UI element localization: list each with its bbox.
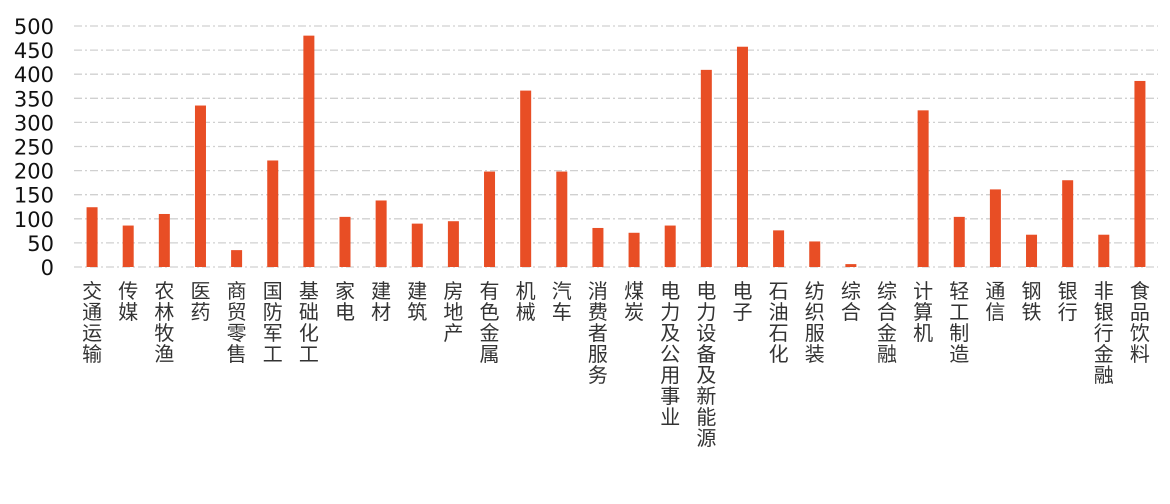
bars bbox=[86, 35, 1146, 268]
y-tick-label: 500 bbox=[14, 15, 54, 39]
x-tick-label: 石油石化 bbox=[769, 279, 789, 366]
bar bbox=[628, 232, 640, 267]
x-tick-label: 银行 bbox=[1058, 279, 1078, 324]
y-tick-label: 450 bbox=[14, 39, 54, 63]
x-tick-label: 农林牧渔 bbox=[154, 279, 174, 366]
x-tick-label: 电力及公用事业 bbox=[660, 279, 680, 429]
bar bbox=[845, 264, 857, 267]
x-tick-label: 传媒 bbox=[118, 279, 138, 324]
bar bbox=[700, 69, 712, 267]
bar bbox=[1134, 80, 1146, 267]
bar bbox=[122, 225, 134, 267]
x-tick-label: 有色金属 bbox=[480, 279, 500, 366]
x-tick-label: 综合 bbox=[841, 279, 861, 324]
x-tick-label: 钢铁 bbox=[1022, 279, 1042, 324]
bar bbox=[773, 230, 785, 267]
bar bbox=[411, 223, 423, 267]
y-tick-label: 150 bbox=[14, 184, 54, 208]
x-tick-label: 房地产 bbox=[443, 279, 463, 345]
gridlines bbox=[74, 25, 1158, 268]
bar bbox=[86, 207, 98, 267]
y-tick-label: 100 bbox=[14, 208, 54, 232]
x-tick-label: 商贸零售 bbox=[227, 279, 247, 366]
x-tick-label: 建筑 bbox=[407, 279, 427, 324]
bar bbox=[917, 110, 929, 267]
bar bbox=[592, 227, 604, 267]
x-tick-label: 基础化工 bbox=[299, 279, 319, 366]
bar bbox=[989, 189, 1001, 267]
y-tick-label: 250 bbox=[14, 136, 54, 160]
x-tick-label: 通信 bbox=[985, 279, 1005, 324]
x-tick-label: 交通运输 bbox=[82, 279, 102, 366]
x-tick-label: 国防军工 bbox=[263, 279, 283, 366]
bar bbox=[339, 216, 351, 267]
bar bbox=[484, 171, 496, 267]
x-tick-label: 机械 bbox=[516, 279, 536, 324]
x-tick-label: 食品饮料 bbox=[1130, 279, 1150, 366]
bar bbox=[158, 213, 170, 267]
x-tick-label: 汽车 bbox=[552, 279, 572, 324]
x-tick-label: 综合金融 bbox=[877, 279, 897, 366]
bar bbox=[447, 221, 459, 267]
y-tick-label: 50 bbox=[27, 232, 54, 256]
bar bbox=[1026, 234, 1038, 267]
x-tick-label: 建材 bbox=[371, 279, 391, 324]
x-tick-label: 电子 bbox=[732, 279, 752, 324]
x-tick-label: 医药 bbox=[190, 279, 210, 324]
bar bbox=[1062, 180, 1074, 267]
bar bbox=[303, 35, 315, 267]
x-tick-label: 消费者服务 bbox=[588, 279, 608, 387]
bar bbox=[520, 90, 532, 267]
bar bbox=[231, 250, 243, 267]
x-tick-label: 电力设备及新能源 bbox=[696, 279, 716, 450]
bar bbox=[556, 171, 568, 267]
x-tick-label: 纺织服装 bbox=[805, 279, 825, 366]
x-tick-label: 非银行金融 bbox=[1094, 279, 1114, 387]
y-tick-label: 0 bbox=[41, 256, 54, 280]
bar bbox=[953, 216, 965, 267]
bar bbox=[809, 241, 821, 267]
y-tick-label: 400 bbox=[14, 63, 54, 87]
x-tick-label: 轻工制造 bbox=[949, 279, 969, 366]
x-tick-label: 计算机 bbox=[913, 279, 933, 345]
x-axis: 交通运输传媒农林牧渔医药商贸零售国防军工基础化工家电建材建筑房地产有色金属机械汽… bbox=[82, 279, 1150, 450]
bar bbox=[267, 160, 279, 267]
bar bbox=[736, 46, 748, 268]
y-tick-label: 350 bbox=[14, 87, 54, 111]
x-tick-label: 煤炭 bbox=[624, 279, 644, 324]
y-tick-label: 300 bbox=[14, 111, 54, 135]
bar bbox=[375, 200, 387, 267]
bar bbox=[194, 105, 206, 267]
y-tick-label: 200 bbox=[14, 160, 54, 184]
bar bbox=[1098, 234, 1110, 267]
x-tick-label: 家电 bbox=[335, 279, 355, 324]
bar bbox=[664, 225, 676, 267]
